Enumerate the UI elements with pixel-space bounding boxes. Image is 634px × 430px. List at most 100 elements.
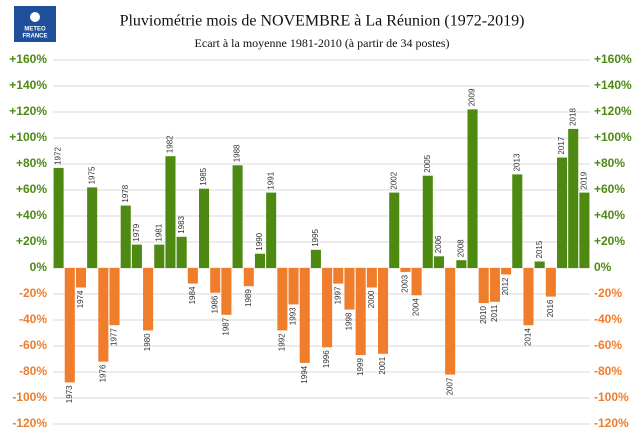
- bar: [87, 187, 98, 268]
- bar: [288, 268, 299, 305]
- year-label: 1989: [244, 289, 253, 307]
- y2-tick-label: +60%: [594, 182, 625, 196]
- year-label: 1982: [166, 135, 175, 153]
- bar: [98, 268, 109, 362]
- bar: [456, 260, 467, 268]
- logo-text: METEO: [24, 27, 46, 33]
- year-label: 1999: [356, 358, 365, 376]
- y-tick-label: +60%: [16, 182, 47, 196]
- year-label: 2008: [456, 239, 465, 257]
- y-tick-label: -80%: [19, 364, 47, 378]
- bar: [489, 268, 500, 302]
- y2-tick-label: 0%: [594, 260, 612, 274]
- bar: [366, 268, 377, 288]
- bar: [254, 253, 266, 268]
- bar: [277, 268, 288, 331]
- year-label: 2012: [501, 277, 510, 295]
- year-label: 1980: [143, 333, 152, 351]
- bar: [523, 268, 534, 326]
- y-tick-label: +120%: [9, 104, 47, 118]
- year-label: 2005: [423, 154, 432, 172]
- logo-text: FRANCE: [23, 34, 48, 40]
- year-label: 1975: [87, 166, 96, 184]
- bar: [422, 175, 433, 268]
- y-tick-label: +20%: [16, 234, 47, 248]
- year-label: 1981: [154, 223, 163, 241]
- bar: [299, 268, 310, 363]
- y-tick-label: +80%: [16, 156, 47, 170]
- bar: [501, 268, 512, 275]
- year-label: 2006: [434, 235, 443, 253]
- y2-tick-label: +160%: [594, 52, 632, 66]
- year-label: 1992: [277, 333, 286, 351]
- year-label: 2017: [557, 136, 566, 154]
- bar: [165, 156, 176, 268]
- year-label: 1984: [188, 286, 197, 304]
- year-label: 2015: [535, 240, 544, 258]
- y-tick-label: +40%: [16, 208, 47, 222]
- y2-tick-label: -100%: [594, 390, 629, 404]
- bar: [534, 261, 545, 268]
- bar: [400, 268, 411, 272]
- year-label: 1973: [65, 385, 74, 403]
- year-label: 1998: [345, 312, 354, 330]
- chart-title: Pluviométrie mois de NOVEMBRE à La Réuni…: [120, 13, 525, 30]
- y-tick-label: -20%: [19, 286, 47, 300]
- bar: [232, 165, 243, 268]
- bar: [120, 205, 131, 268]
- year-label: 2009: [468, 88, 477, 106]
- year-label: 1979: [132, 223, 141, 241]
- year-label: 2000: [367, 290, 376, 308]
- year-label: 1983: [177, 215, 186, 233]
- y-tick-label: +100%: [9, 130, 47, 144]
- bar: [377, 268, 389, 354]
- bar: [445, 268, 456, 375]
- bar: [322, 268, 333, 348]
- y2-tick-label: +140%: [594, 78, 632, 92]
- bar: [344, 268, 355, 310]
- y2-tick-label: -80%: [594, 364, 622, 378]
- y2-tick-label: +40%: [594, 208, 625, 222]
- bar: [433, 256, 445, 268]
- year-label: 2002: [389, 171, 398, 189]
- y2-tick-label: -20%: [594, 286, 622, 300]
- year-label: 2007: [445, 377, 454, 395]
- bar: [556, 157, 568, 268]
- y2-tick-label: +20%: [594, 234, 625, 248]
- y2-tick-label: +120%: [594, 104, 632, 118]
- y-tick-label: -40%: [19, 312, 47, 326]
- bar: [545, 268, 556, 297]
- bar: [221, 268, 232, 315]
- bar: [187, 268, 198, 284]
- year-label: 2003: [401, 274, 410, 292]
- bar: [243, 268, 254, 287]
- y-tick-label: -120%: [12, 416, 47, 430]
- y2-tick-label: -120%: [594, 416, 629, 430]
- bar: [143, 268, 154, 331]
- bar: [266, 192, 277, 268]
- y2-tick-label: +100%: [594, 130, 632, 144]
- year-label: 1986: [210, 295, 219, 313]
- bar: [355, 268, 366, 356]
- year-label: 2016: [546, 299, 555, 317]
- bar: [131, 244, 142, 268]
- bar: [75, 268, 87, 288]
- y2-tick-label: -40%: [594, 312, 622, 326]
- bar: [64, 268, 75, 383]
- y-tick-label: -60%: [19, 338, 47, 352]
- year-label: 1974: [76, 290, 85, 308]
- bar: [333, 268, 344, 284]
- bar: [389, 192, 400, 268]
- year-label: 1977: [110, 328, 119, 346]
- year-label: 2019: [580, 171, 589, 189]
- year-label: 2011: [490, 304, 499, 322]
- bar: [198, 188, 210, 268]
- year-label: 2010: [479, 306, 488, 324]
- year-label: 2018: [568, 108, 577, 126]
- year-label: 1993: [289, 307, 298, 325]
- y-tick-label: 0%: [30, 260, 48, 274]
- bar: [512, 174, 523, 268]
- chart-subtitle: Ecart à la moyenne 1981-2010 (à partir d…: [195, 36, 450, 50]
- year-label: 1995: [311, 228, 320, 246]
